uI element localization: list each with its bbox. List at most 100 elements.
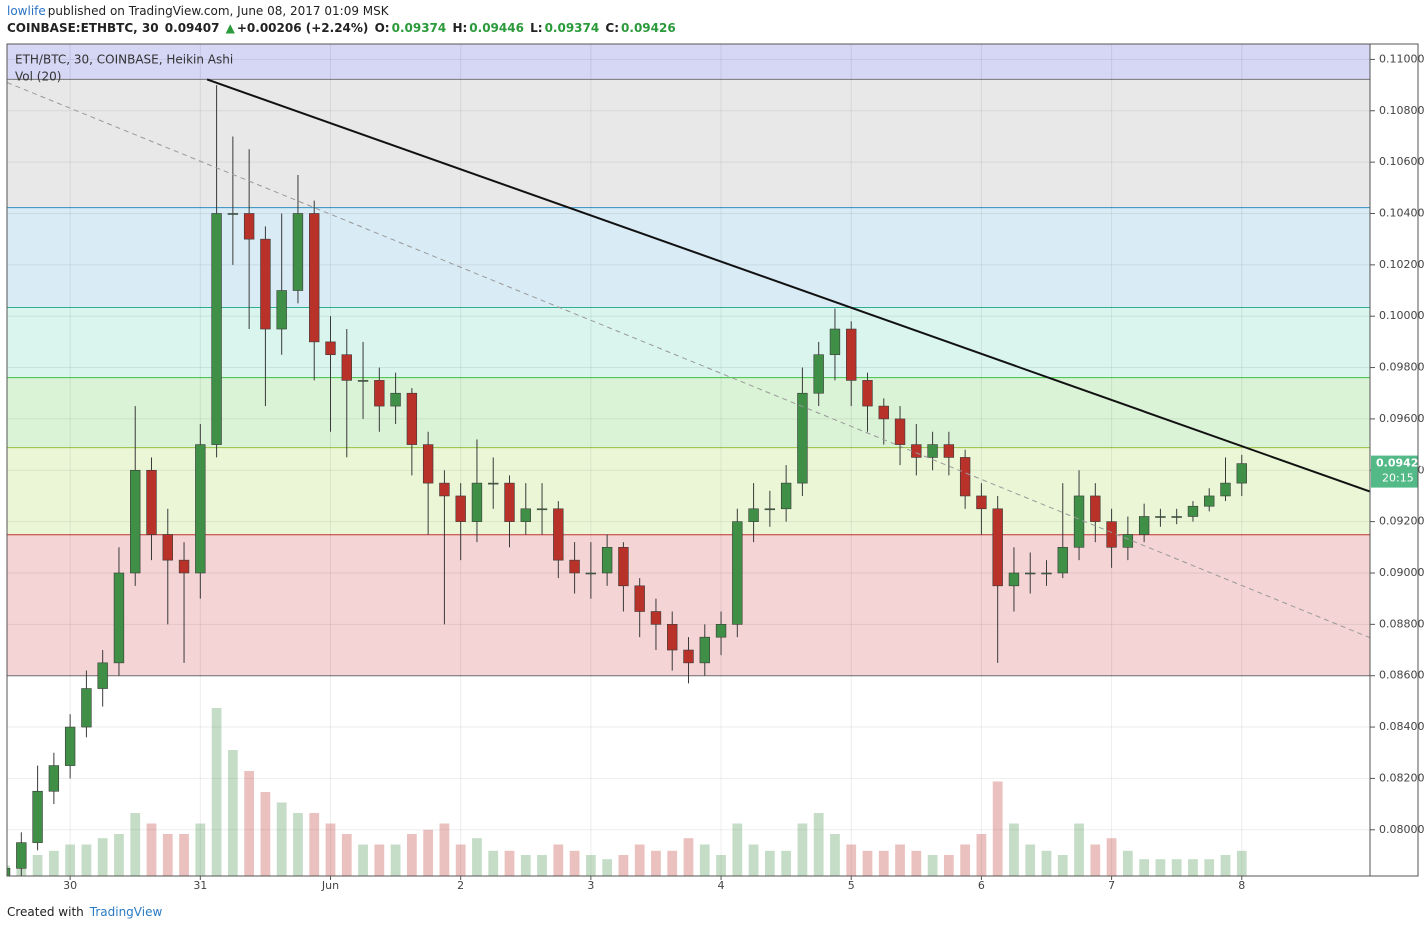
candle-body: [504, 482, 515, 522]
candle-body: [1008, 572, 1020, 587]
candle-body: [455, 495, 466, 522]
candle-body: [16, 842, 27, 869]
volume-bar: [764, 850, 775, 876]
volume-bar: [862, 850, 873, 876]
volume-bar: [520, 855, 531, 876]
x-tick-label: 4: [718, 879, 725, 892]
volume-bar: [911, 850, 922, 876]
fib-zone: [7, 79, 1370, 208]
volume-bar: [179, 834, 189, 876]
candle-body: [764, 508, 776, 511]
volume-bar: [1057, 855, 1068, 876]
candle-body: [1122, 534, 1134, 548]
candle-body: [1106, 521, 1117, 548]
volume-bar: [797, 823, 808, 876]
candle-body: [325, 341, 336, 356]
volume-bar: [748, 844, 759, 876]
candle-body: [813, 354, 824, 394]
candle-body: [422, 444, 434, 484]
y-tick-label: 0.09000: [1379, 566, 1425, 579]
candle-body: [439, 482, 450, 497]
volume-bar: [293, 813, 303, 876]
volume-bar: [390, 844, 401, 876]
candle-body: [390, 392, 401, 407]
volume-bar: [634, 844, 645, 876]
candle-body: [97, 662, 108, 689]
volume-bar: [992, 781, 1003, 876]
candle-body: [178, 559, 190, 574]
volume-bar: [1171, 859, 1182, 876]
fib-zone: [7, 307, 1370, 378]
l: 0.09374: [544, 21, 600, 35]
candle-body: [569, 559, 580, 574]
frame: [6, 43, 1419, 877]
volume-bar: [325, 823, 336, 876]
candle-body: [943, 444, 955, 458]
candle-body: [374, 380, 385, 407]
fib-zone: [7, 377, 1370, 448]
volume-bar: [1009, 823, 1019, 876]
volume-bar: [211, 708, 222, 876]
x-tick-label: 8: [1238, 879, 1245, 892]
candle-body: [1187, 505, 1199, 517]
candle-body: [1155, 516, 1166, 518]
volume-title: Vol (20): [15, 70, 61, 84]
fib-zone: [7, 207, 1370, 308]
candle-body: [862, 380, 873, 407]
volume-bar: [81, 844, 92, 876]
countdown: 20:15: [1382, 472, 1414, 485]
volume-bar: [1188, 859, 1198, 876]
volume-bar: [976, 834, 987, 876]
candle-body: [48, 765, 60, 792]
l-label: L:: [530, 21, 543, 35]
volume-bar: [1236, 850, 1247, 876]
volume-bar: [895, 844, 905, 876]
volume-bar: [488, 850, 499, 876]
candle-body: [715, 624, 727, 638]
candle-body: [585, 572, 597, 575]
quote-line: COINBASE:ETHBTC, 30 0.09407 ▲ +0.00206 (+…: [7, 20, 678, 37]
candle-body: [536, 508, 548, 511]
x-tick-label: 5: [848, 879, 855, 892]
candle-body: [471, 482, 483, 522]
volume-bar: [439, 823, 450, 876]
volume-bar: [683, 838, 694, 876]
candle-body: [211, 213, 222, 445]
user[interactable]: lowlife: [7, 4, 46, 18]
volume-bar: [504, 850, 515, 876]
candle-body: [992, 508, 1003, 587]
candle-body: [829, 328, 841, 356]
candle-body: [488, 482, 499, 485]
x-tick-label: 3: [587, 879, 594, 892]
volume-bar: [406, 834, 417, 876]
volume-bar: [569, 850, 580, 876]
volume-bar: [585, 855, 596, 876]
volume-bar: [309, 813, 320, 876]
volume-bar: [244, 771, 255, 876]
candle-body: [64, 726, 76, 766]
candle-body: [683, 649, 694, 664]
change: +0.00206 (+2.24%): [236, 21, 369, 35]
published: published on TradingView.com, June 08, 2…: [47, 4, 389, 18]
trendline: [7, 82, 1370, 639]
candle-body: [894, 418, 906, 445]
candle-body: [959, 457, 971, 497]
volume-bar: [130, 813, 141, 876]
volume-bar: [423, 829, 434, 876]
x-tick-label: 30: [63, 879, 77, 892]
h-label: H:: [452, 21, 468, 35]
volume-bar: [781, 850, 792, 876]
brand[interactable]: TradingView: [89, 905, 163, 919]
volume-bar: [602, 859, 613, 876]
candle-body: [260, 238, 271, 330]
volume-bar: [1139, 859, 1150, 876]
volume-bar: [699, 844, 710, 876]
y-tick-label: 0.10000: [1379, 309, 1425, 322]
volume-bar: [716, 855, 726, 876]
candle-body: [1236, 463, 1247, 484]
volume-bar: [667, 850, 678, 876]
candle-body: [634, 585, 645, 612]
footer: Created with TradingView: [7, 905, 162, 919]
candle-body: [276, 290, 287, 330]
candle-body: [601, 547, 613, 574]
